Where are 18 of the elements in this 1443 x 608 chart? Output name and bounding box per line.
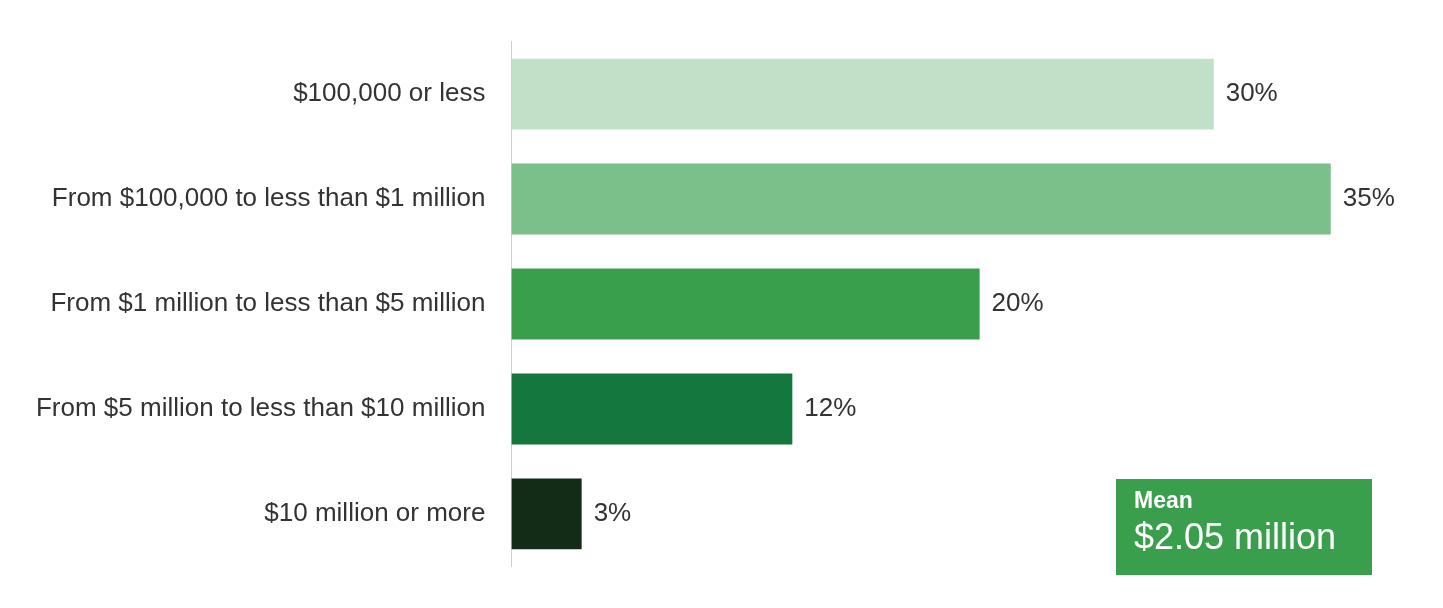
data-label: 3% — [593, 497, 632, 528]
data-label: 12% — [804, 392, 857, 423]
y-tick-label: $10 million or more — [264, 497, 486, 528]
bar — [511, 268, 980, 340]
bar — [511, 163, 1331, 235]
bar — [511, 478, 582, 550]
data-label: 20% — [991, 287, 1044, 318]
y-tick-label: From $100,000 to less than $1 million — [51, 182, 486, 213]
y-tick-label: $100,000 or less — [293, 77, 486, 108]
annotation: Mean — [1134, 487, 1194, 514]
y-tick-label: From $5 million to less than $10 million — [35, 392, 486, 423]
bar — [511, 58, 1214, 130]
data-label: 30% — [1225, 77, 1278, 108]
mean-callout-box: Mean $2.05 million — [1116, 479, 1372, 575]
annotation: $2.05 million — [1134, 516, 1338, 558]
bar — [511, 373, 793, 445]
data-label: 35% — [1342, 182, 1395, 213]
y-tick-label: From $1 million to less than $5 million — [50, 287, 486, 318]
